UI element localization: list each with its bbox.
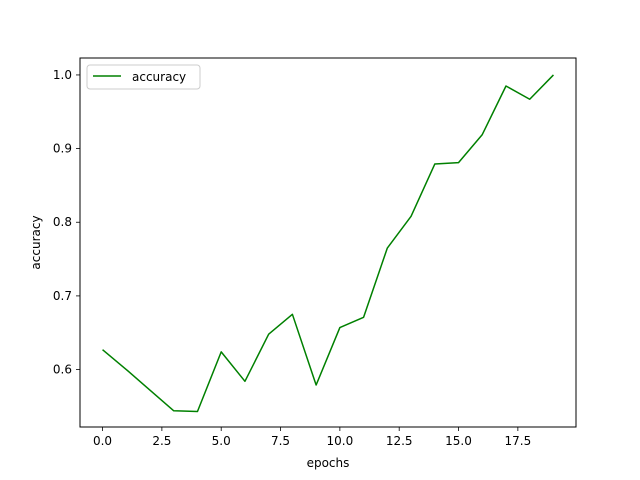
x-tick-label: 10.0	[327, 434, 354, 448]
ticks: 0.0 2.5 5.0 7.5 10.0 12.5 15.0 17.5 0.6 0.7 0.8 0.9…	[53, 68, 531, 448]
legend-box	[86, 64, 201, 90]
y-axis-label: accuracy	[29, 215, 43, 269]
x-tick-label: 12.5	[386, 434, 413, 448]
y-tick-label: 0.6	[53, 363, 72, 377]
x-tick-label: 0.0	[93, 434, 112, 448]
series-line-accuracy	[102, 74, 554, 413]
y-tick-label: 0.7	[53, 289, 72, 303]
y-tick-label: 0.9	[53, 142, 72, 156]
y-tick-label: 1.0	[53, 68, 72, 82]
x-tick-label: 2.5	[152, 434, 171, 448]
plot-area	[102, 74, 554, 413]
x-axis-label: epochs	[307, 456, 350, 470]
x-tick-label: 5.0	[212, 434, 231, 448]
legend: accuracy	[86, 64, 201, 90]
y-tick-label: 0.8	[53, 215, 72, 229]
axes-frame	[79, 57, 577, 428]
x-tick-label: 15.0	[445, 434, 472, 448]
x-tick-label: 17.5	[504, 434, 531, 448]
x-tick-label: 7.5	[271, 434, 290, 448]
legend-label-accuracy: accuracy	[132, 70, 186, 84]
